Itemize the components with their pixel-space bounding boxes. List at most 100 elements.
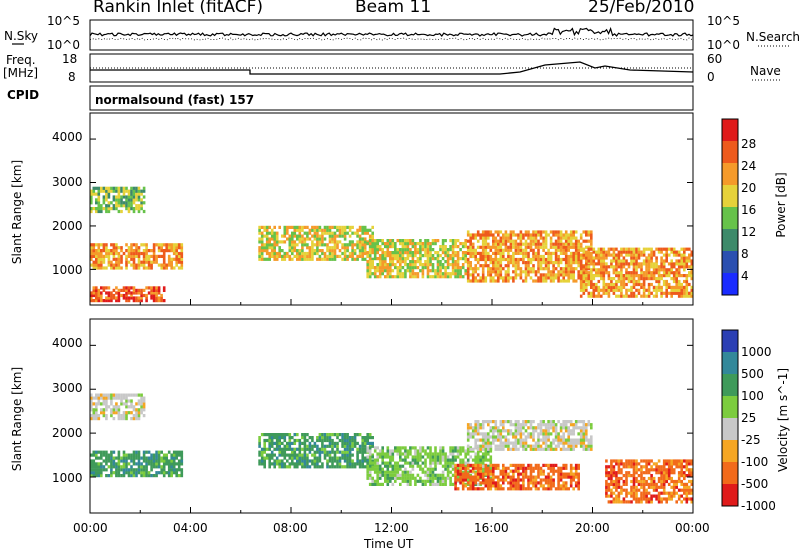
echo-cell (577, 463, 580, 467)
echo-cell (554, 261, 558, 265)
echo-cell (454, 272, 457, 276)
echo-cell (590, 259, 593, 263)
echo-cell (675, 271, 678, 275)
echo-cell (130, 465, 133, 469)
echo-cell (685, 485, 689, 489)
echo-cell (152, 456, 156, 460)
echo-cell (175, 251, 178, 256)
echo-cell (378, 257, 382, 261)
echo-cell (497, 248, 500, 252)
echo-cell (92, 414, 96, 418)
echo-cell (680, 462, 683, 466)
echo-cell (348, 456, 352, 460)
echo-cell (642, 250, 646, 254)
echo-cell (512, 233, 515, 237)
echo-cell (446, 260, 450, 264)
echo-cell (381, 239, 384, 243)
echo-cell (529, 261, 533, 265)
echo-cell (321, 240, 324, 244)
echo-cell (449, 470, 452, 474)
echo-cell (268, 433, 271, 437)
echo-cell (620, 459, 623, 463)
echo-cell (645, 288, 648, 292)
echo-cell (321, 433, 324, 437)
echo-cell (429, 470, 432, 474)
echo-cell (449, 464, 452, 468)
echo-cell (509, 261, 513, 265)
echo-cell (647, 291, 651, 295)
echo-cell (615, 253, 618, 257)
echo-cell (504, 245, 508, 249)
echo-cell (112, 198, 116, 202)
echo-cell (306, 465, 309, 469)
echo-cell (494, 248, 498, 252)
echo-cell (539, 447, 543, 451)
echo-cell (647, 500, 651, 504)
echo-cell (665, 474, 668, 478)
echo-cell (481, 245, 485, 249)
echo-cell (471, 487, 475, 491)
echo-cell (582, 250, 586, 254)
echo-cell (130, 204, 133, 208)
echo-cell (672, 265, 676, 269)
echo-cell (524, 420, 528, 424)
echo-cell (635, 282, 638, 287)
echo-cell (670, 471, 673, 475)
echo-cell (464, 449, 467, 453)
echo-cell (122, 288, 126, 292)
echo-cell (615, 474, 618, 478)
echo-cell (534, 230, 538, 234)
echo-cell (338, 228, 342, 232)
echo-cell (283, 228, 287, 232)
echo-cell (688, 479, 691, 484)
echo-cell (622, 479, 626, 484)
echo-cell (688, 256, 691, 260)
echo-cell (260, 251, 264, 256)
echo-cell (434, 458, 437, 462)
echo-cell (172, 246, 176, 250)
echo-cell (434, 455, 437, 459)
echo-cell (587, 247, 591, 251)
echo-cell (552, 472, 555, 476)
echo-cell (97, 396, 101, 400)
echo-cell (670, 459, 673, 463)
echo-cell (107, 189, 111, 193)
echo-cell (499, 273, 503, 277)
echo-cell (582, 256, 586, 260)
echo-cell (466, 475, 470, 479)
echo-cell (368, 456, 372, 460)
echo-cell (376, 479, 379, 483)
echo-cell (170, 246, 173, 250)
echo-cell (132, 209, 136, 214)
echo-cell (122, 396, 126, 400)
echo-cell (645, 494, 648, 498)
echo-cell (336, 228, 339, 232)
echo-cell (479, 455, 482, 459)
echo-cell (102, 411, 106, 415)
echo-cell (512, 444, 515, 448)
echo-cell (582, 441, 586, 445)
echo-cell (595, 285, 598, 289)
echo-cell (331, 246, 334, 250)
echo-cell (102, 286, 106, 290)
echo-cell (127, 286, 131, 290)
echo-cell (404, 245, 407, 249)
echo-cell (155, 254, 158, 258)
echo-cell (592, 282, 596, 287)
echo-cell (479, 276, 482, 280)
echo-cell (130, 201, 133, 205)
echo-cell (657, 494, 661, 498)
echo-cell (328, 254, 332, 258)
echo-cell (323, 447, 327, 451)
echo-cell (519, 230, 523, 234)
echo-cell (512, 261, 515, 265)
echo-cell (436, 257, 440, 261)
echo-cell (132, 251, 136, 256)
echo-cell (512, 484, 515, 488)
echo-cell (494, 447, 498, 451)
echo-cell (92, 266, 96, 270)
echo-cell (544, 429, 548, 433)
echo-cell (145, 251, 148, 256)
echo-cell (92, 291, 96, 295)
echo-cell (514, 245, 518, 249)
